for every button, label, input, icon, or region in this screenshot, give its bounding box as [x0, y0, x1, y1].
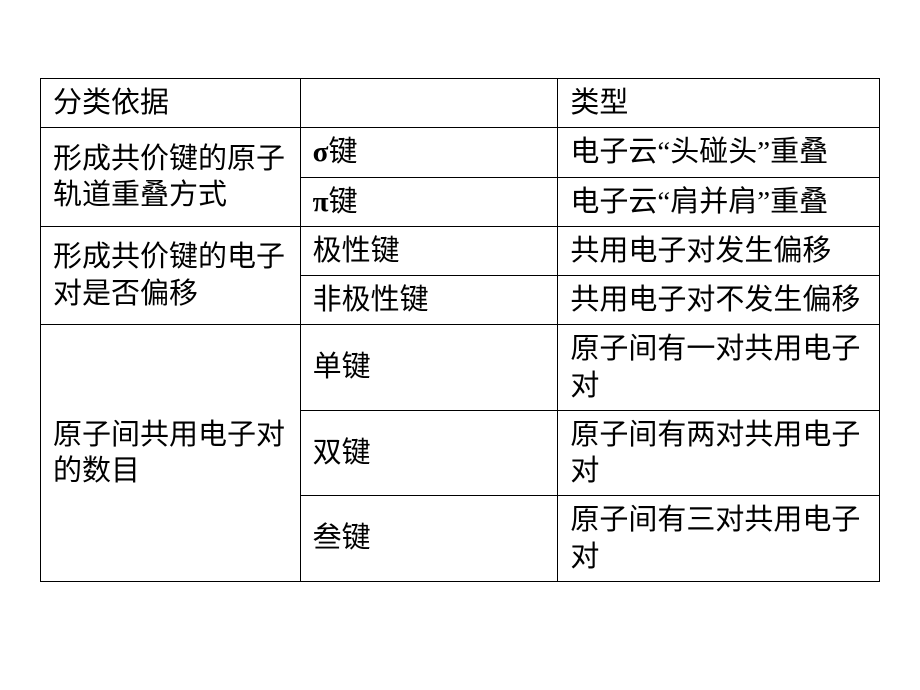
- table-row: 原子间共用电子对的数目 单键 原子间有一对共用电子对: [41, 325, 880, 411]
- basis-cell: 形成共价键的原子轨道重叠方式: [41, 128, 301, 227]
- bond-name-cell: 单键: [300, 325, 558, 411]
- bond-name-cell: σ键: [300, 128, 558, 177]
- header-basis: 分类依据: [41, 79, 301, 128]
- table-header-row: 分类依据 类型: [41, 79, 880, 128]
- header-type: 类型: [558, 79, 880, 128]
- sigma-symbol: σ: [313, 136, 329, 168]
- desc-cell: 原子间有一对共用电子对: [558, 325, 880, 411]
- table-row: 形成共价键的原子轨道重叠方式 σ键 电子云“头碰头”重叠: [41, 128, 880, 177]
- basis-cell: 形成共价键的电子对是否偏移: [41, 226, 301, 325]
- desc-cell: 共用电子对发生偏移: [558, 226, 880, 275]
- header-empty: [300, 79, 558, 128]
- table-row: 形成共价键的电子对是否偏移 极性键 共用电子对发生偏移: [41, 226, 880, 275]
- pi-symbol: π: [313, 186, 329, 218]
- basis-cell: 原子间共用电子对的数目: [41, 325, 301, 582]
- bond-name-cell: 极性键: [300, 226, 558, 275]
- desc-cell: 共用电子对不发生偏移: [558, 276, 880, 325]
- bond-name-cell: 叁键: [300, 496, 558, 582]
- desc-cell: 电子云“头碰头”重叠: [558, 128, 880, 177]
- slide-page: 分类依据 类型 形成共价键的原子轨道重叠方式 σ键 电子云“头碰头”重叠 π键 …: [0, 0, 920, 690]
- desc-cell: 原子间有两对共用电子对: [558, 410, 880, 496]
- bond-name-cell: 双键: [300, 410, 558, 496]
- bond-suffix: 键: [328, 136, 357, 168]
- bond-suffix: 键: [329, 186, 358, 218]
- bond-name-cell: 非极性键: [300, 276, 558, 325]
- desc-cell: 原子间有三对共用电子对: [558, 496, 880, 582]
- desc-cell: 电子云“肩并肩”重叠: [558, 177, 880, 226]
- classification-table: 分类依据 类型 形成共价键的原子轨道重叠方式 σ键 电子云“头碰头”重叠 π键 …: [40, 78, 880, 582]
- bond-name-cell: π键: [300, 177, 558, 226]
